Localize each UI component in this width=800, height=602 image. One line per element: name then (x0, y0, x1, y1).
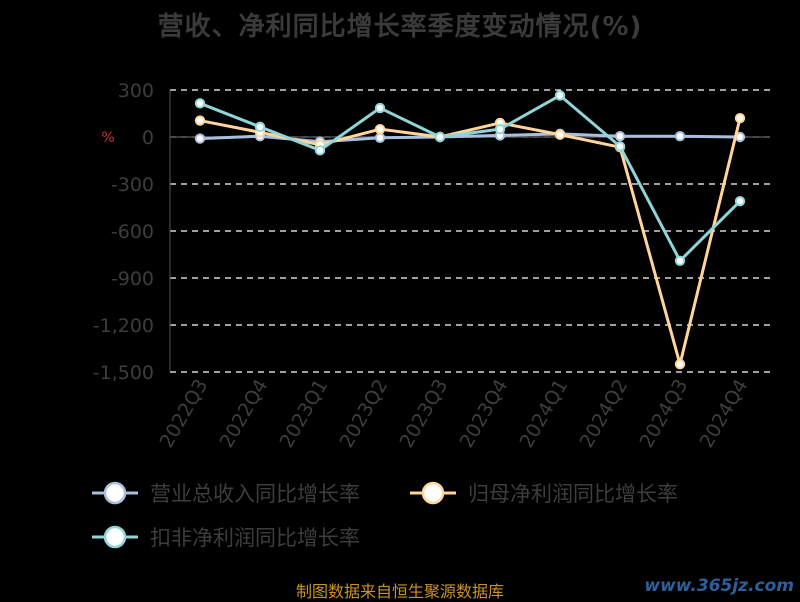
data-point (734, 113, 746, 124)
data-point (674, 358, 686, 370)
y-unit-label: % (101, 130, 114, 146)
x-tick-label: 2024Q2 (576, 376, 633, 452)
data-point (374, 123, 386, 135)
y-tick-label: -1,500 (93, 362, 154, 384)
data-point (554, 90, 566, 101)
y-tick-label: -1,200 (93, 315, 154, 337)
data-point (674, 131, 686, 142)
series-line (199, 117, 742, 366)
legend-label: 归母净利润同比增长率 (468, 482, 678, 506)
y-tick-label: -600 (111, 221, 154, 243)
legend-label: 营业总收入同比增长率 (150, 482, 360, 506)
data-point (314, 145, 326, 156)
data-point (194, 133, 206, 144)
watermark: www.365jz.com (644, 576, 794, 596)
x-tick-label: 2024Q4 (696, 376, 753, 452)
x-tick-label: 2024Q1 (516, 376, 573, 452)
data-source-note: 制图数据来自恒生聚源数据库 (295, 582, 504, 601)
y-tick-label: -900 (111, 268, 154, 290)
y-tick-label: 0 (142, 127, 154, 149)
data-point (374, 102, 386, 114)
data-point (374, 132, 386, 143)
legend-label: 扣非净利润同比增长率 (150, 526, 360, 550)
x-tick-label: 2022Q4 (216, 376, 273, 452)
data-point (614, 141, 626, 152)
data-point (734, 196, 746, 207)
x-tick-label: 2022Q3 (156, 376, 213, 452)
data-point (614, 131, 626, 142)
x-tick-label: 2023Q2 (336, 376, 393, 452)
legend-marker (421, 481, 445, 505)
x-tick-label: 2024Q3 (636, 376, 693, 452)
x-tick-label: 2023Q3 (396, 376, 453, 452)
data-point (194, 115, 206, 126)
data-point (554, 129, 566, 140)
y-tick-label: 300 (118, 80, 154, 102)
data-point (674, 255, 686, 266)
data-point (494, 123, 506, 135)
series (194, 90, 746, 370)
legend-marker (103, 481, 127, 505)
series-line (199, 93, 742, 263)
chart-title: 营收、净利同比增长率季度变动情况(%) (157, 12, 643, 42)
data-point (434, 131, 446, 143)
data-point (254, 121, 266, 133)
data-point (194, 98, 206, 109)
legend-marker (103, 525, 127, 549)
x-tick-label: 2023Q4 (456, 376, 513, 452)
x-tick-label: 2023Q1 (276, 376, 333, 452)
y-tick-label: -300 (111, 174, 154, 196)
